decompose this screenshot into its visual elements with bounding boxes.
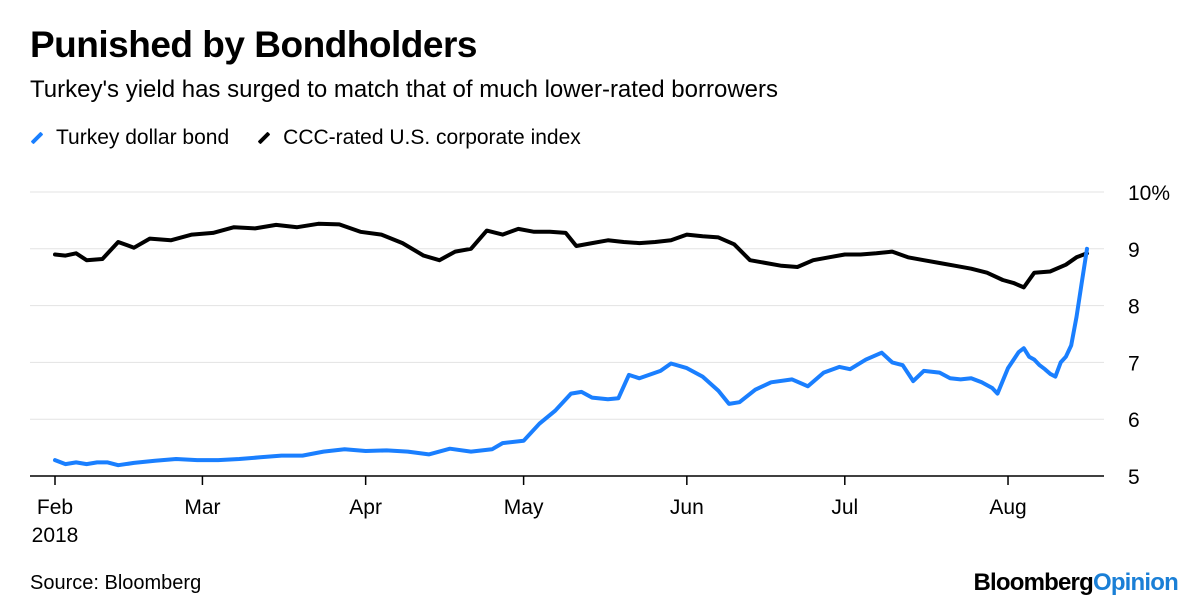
x-tick-label: Aug bbox=[989, 496, 1026, 519]
y-tick-label: 9 bbox=[1128, 239, 1140, 262]
x-tick-label: Jul bbox=[831, 496, 858, 519]
legend-label-ccc: CCC-rated U.S. corporate index bbox=[283, 126, 581, 149]
series-line-ccc-corporate-index bbox=[53, 221, 1089, 290]
x-tick-label: Feb bbox=[37, 496, 73, 519]
x-tick-label: Apr bbox=[349, 496, 382, 519]
y-tick-label: 7 bbox=[1128, 352, 1140, 375]
legend-item-ccc: CCC-rated U.S. corporate index bbox=[257, 126, 581, 150]
y-tick-label: 6 bbox=[1128, 409, 1140, 432]
x-tick-sublabel: 2018 bbox=[32, 524, 79, 547]
legend-item-turkey: Turkey dollar bond bbox=[30, 126, 229, 150]
legend-label-turkey: Turkey dollar bond bbox=[56, 126, 230, 149]
brand-logo-part1: Bloomberg bbox=[973, 569, 1093, 596]
chart-subtitle: Turkey's yield has surged to match that … bbox=[30, 76, 779, 103]
y-tick-label: 8 bbox=[1128, 296, 1140, 319]
brand-logo: BloombergOpinion bbox=[973, 569, 1178, 597]
source-note: Source: Bloomberg bbox=[30, 572, 202, 594]
legend: Turkey dollar bond CCC-rated U.S. corpor… bbox=[30, 126, 609, 150]
chart-title: Punished by Bondholders bbox=[30, 24, 477, 65]
brand-logo-part2: Opinion bbox=[1092, 569, 1179, 596]
x-tick-label: Jun bbox=[670, 496, 704, 519]
x-tick-label: May bbox=[504, 496, 544, 519]
x-tick-label: Mar bbox=[184, 496, 220, 519]
y-tick-label: 5 bbox=[1128, 466, 1140, 489]
y-tick-label: 10% bbox=[1128, 182, 1170, 205]
series-line-turkey-dollar-bond bbox=[53, 246, 1089, 468]
